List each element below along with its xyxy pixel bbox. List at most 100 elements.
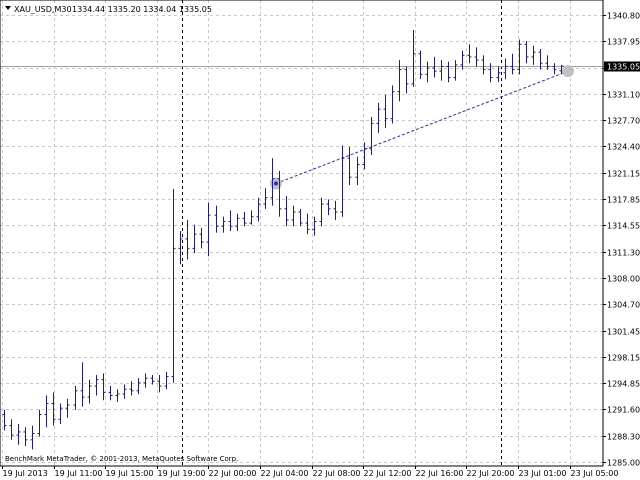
y-tick-label: 1308.00 bbox=[607, 275, 640, 284]
ohlc-bar bbox=[460, 50, 465, 70]
ohlc-bar bbox=[333, 200, 338, 220]
y-tick-label: 1337.95 bbox=[607, 38, 640, 47]
y-tick-label: 1311.30 bbox=[607, 249, 640, 258]
y-tick-label: 1298.15 bbox=[607, 354, 640, 363]
trendline-segment[interactable] bbox=[275, 70, 569, 184]
x-tick-label: 23 Jul 01:00 bbox=[519, 469, 567, 478]
ohlc-bar bbox=[453, 60, 458, 81]
y-tick-label: 1331.10 bbox=[607, 91, 640, 100]
ohlc-bar bbox=[425, 61, 430, 83]
ohlc-bar bbox=[143, 373, 148, 388]
ohlc-bar bbox=[404, 66, 409, 94]
ohlc-bar bbox=[531, 45, 536, 65]
ohlc-bar bbox=[44, 395, 49, 428]
ohlc-bar bbox=[150, 374, 155, 385]
ohlc-bar bbox=[242, 211, 247, 227]
y-tick-label: 1291.60 bbox=[607, 406, 640, 415]
ohlc-bar bbox=[432, 56, 437, 78]
y-tick-label: 1301.45 bbox=[607, 328, 640, 337]
time-axis[interactable]: 19 Jul 2013 19 Jul 11:00 19 Jul 15:00 19 Ju… bbox=[2, 466, 619, 478]
ohlc-bar bbox=[355, 156, 360, 186]
ohlc-bar bbox=[185, 219, 190, 260]
ohlc-bar bbox=[94, 374, 99, 396]
ohlc-bar bbox=[277, 170, 282, 217]
ohlc-bar bbox=[199, 227, 204, 249]
ohlc-bar bbox=[122, 384, 127, 399]
y-tick-label: 1321.15 bbox=[607, 170, 640, 179]
ohlc-bar bbox=[510, 53, 515, 75]
chart-header: XAU_USD,M30 1334.44 1335.20 1334.04 1335… bbox=[5, 5, 212, 14]
x-tick-label: 19 Jul 11:00 bbox=[55, 469, 103, 478]
x-tick-label: 22 Jul 12:00 bbox=[364, 469, 412, 478]
ohlc-bar bbox=[80, 362, 85, 407]
x-tick-label: 22 Jul 16:00 bbox=[416, 469, 464, 478]
trendline-end-handle[interactable] bbox=[562, 65, 574, 78]
ohlc-bar bbox=[256, 197, 261, 222]
ohlc-bar bbox=[503, 58, 508, 80]
ohlc-bar bbox=[65, 398, 70, 418]
ohlc-bar bbox=[383, 94, 388, 129]
trendline-start-point bbox=[274, 181, 278, 186]
ohlc-bar bbox=[347, 147, 352, 186]
x-tick-label: 22 Jul 04:00 bbox=[261, 469, 309, 478]
ohlc-bar bbox=[178, 230, 183, 265]
ohlc-bar bbox=[488, 63, 493, 83]
ohlc-bars bbox=[2, 30, 564, 450]
price-tag: 1335.05 bbox=[604, 61, 640, 72]
ohlc-readout: 1334.44 1335.20 1334.04 1335.05 bbox=[72, 5, 212, 14]
ohlc-bar bbox=[263, 188, 268, 209]
ohlc-bar bbox=[171, 189, 176, 383]
x-tick-label: 22 Jul 08:00 bbox=[313, 469, 361, 478]
ohlc-bar bbox=[446, 61, 451, 83]
ohlc-bar bbox=[58, 403, 63, 425]
ohlc-bar bbox=[439, 60, 444, 81]
dropdown-triangle-icon[interactable] bbox=[5, 6, 11, 10]
ohlc-bar bbox=[16, 424, 21, 445]
x-tick-label: 19 Jul 2013 bbox=[3, 469, 48, 478]
ohlc-bar bbox=[270, 158, 275, 206]
price-tag-label: 1335.05 bbox=[607, 63, 640, 72]
copyright-text: BenchMark MetaTrader, © 2001-2013, MetaQ… bbox=[5, 455, 238, 463]
ohlc-bar bbox=[418, 50, 423, 80]
y-tick-label: 1324.40 bbox=[607, 143, 640, 152]
ohlc-bar bbox=[524, 41, 529, 64]
ohlc-bar bbox=[23, 427, 28, 447]
x-tick-label: 19 Jul 15:00 bbox=[106, 469, 154, 478]
symbol-label: XAU_USD,M30 bbox=[14, 5, 72, 14]
ohlc-bar bbox=[249, 210, 254, 225]
y-tick-label: 1304.70 bbox=[607, 301, 640, 310]
y-tick-label: 1285.00 bbox=[607, 459, 640, 468]
ohlc-bar bbox=[284, 196, 289, 227]
ohlc-bar bbox=[517, 39, 522, 75]
y-tick-label: 1314.55 bbox=[607, 222, 640, 231]
ohlc-bar bbox=[390, 85, 395, 124]
ohlc-bar bbox=[164, 371, 169, 390]
ohlc-bar bbox=[235, 213, 240, 231]
ohlc-bar bbox=[37, 409, 42, 437]
x-tick-label: 22 Jul 20:00 bbox=[467, 469, 515, 478]
x-tick-label: 23 Jul 05:00 bbox=[571, 469, 619, 478]
ohlc-bar bbox=[467, 44, 472, 64]
ohlc-bar bbox=[312, 216, 317, 236]
ohlc-bar bbox=[545, 55, 550, 70]
ohlc-bar bbox=[305, 213, 310, 235]
y-tick-label: 1317.85 bbox=[607, 196, 640, 205]
y-tick-label: 1340.80 bbox=[607, 12, 640, 21]
ohlc-bar bbox=[481, 55, 486, 75]
ohlc-bar bbox=[411, 30, 416, 87]
y-tick-label: 1294.85 bbox=[607, 380, 640, 389]
price-tag-background bbox=[604, 61, 640, 72]
ohlc-bar bbox=[101, 373, 106, 401]
ohlc-bar bbox=[362, 142, 367, 170]
price-axis[interactable]: 1340.801337.951334.251331.101327.701324.… bbox=[603, 12, 640, 468]
x-tick-label: 19 Jul 19:00 bbox=[158, 469, 206, 478]
ohlc-bar bbox=[192, 224, 197, 254]
ohlc-bar bbox=[496, 66, 501, 83]
ohlc-bar bbox=[397, 60, 402, 102]
ohlc-bar bbox=[326, 199, 331, 216]
ohlc-bar bbox=[2, 409, 7, 431]
ohlc-bar bbox=[221, 216, 226, 233]
ohlc-bar bbox=[206, 202, 211, 257]
